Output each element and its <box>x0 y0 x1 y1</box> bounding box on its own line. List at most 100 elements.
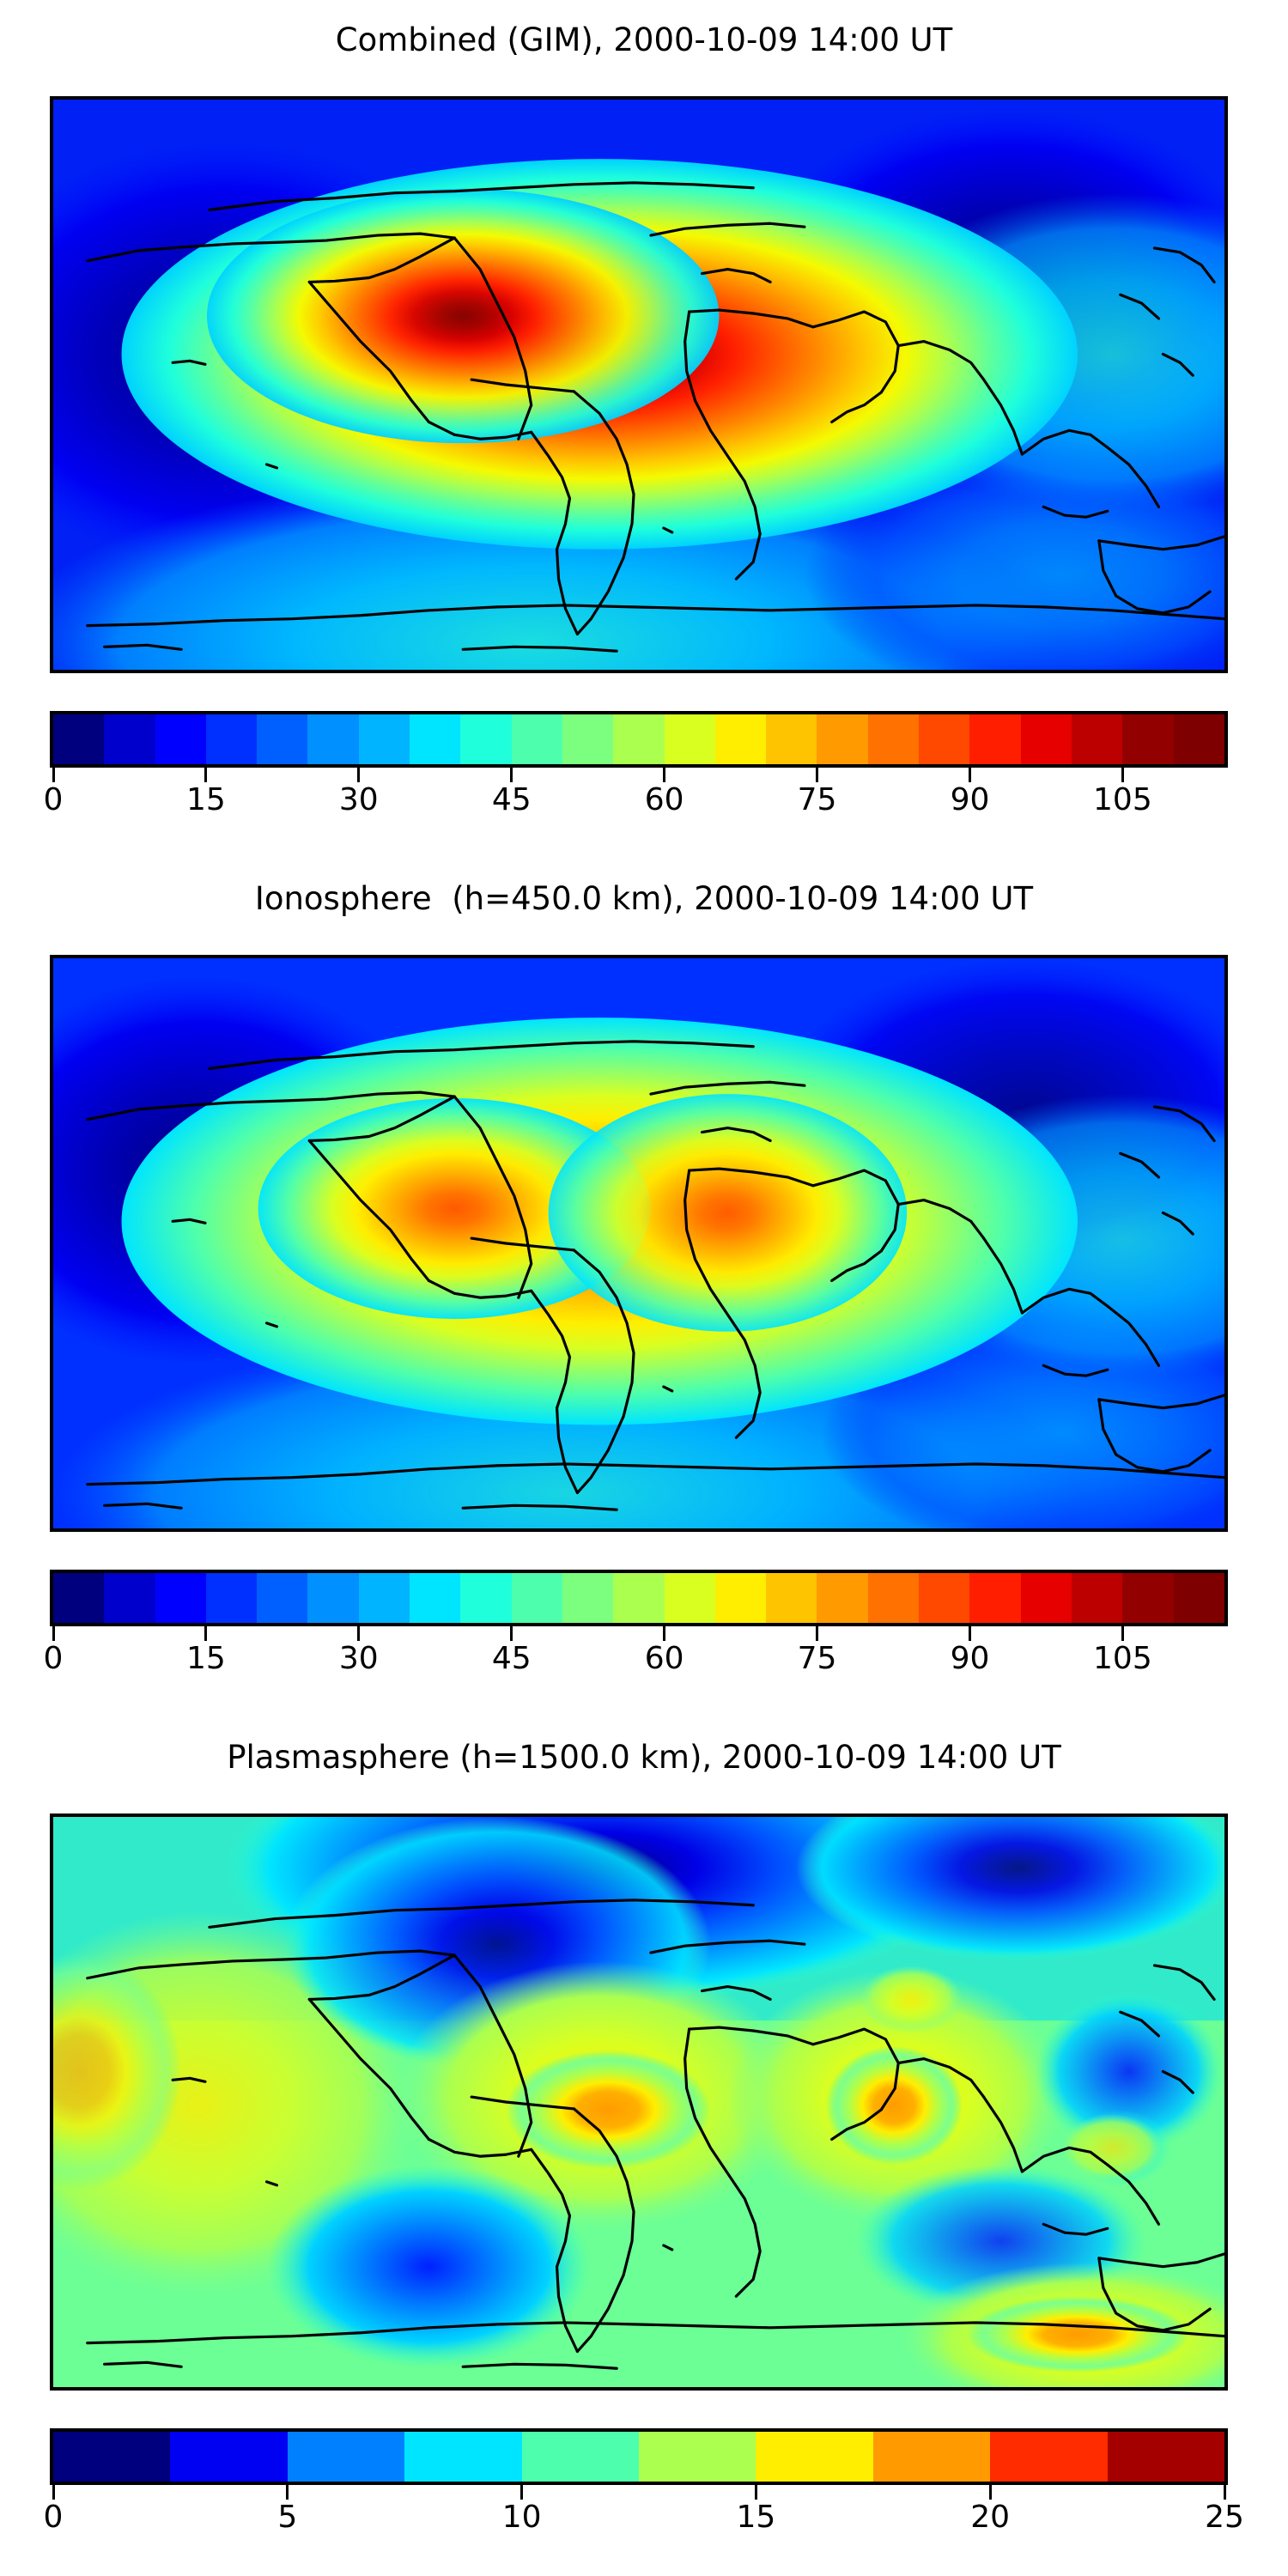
colorbar-band <box>1122 1573 1174 1623</box>
colorbar-band <box>562 1573 614 1623</box>
colorbar-band <box>867 714 920 764</box>
colorbar-band <box>358 714 410 764</box>
colorbar-gradient-ionosphere <box>50 1570 1228 1626</box>
colorbar-tick-label: 5 <box>277 2500 298 2535</box>
colorbar-tick-label: 0 <box>43 1641 64 1676</box>
colorbar-band <box>170 2432 288 2482</box>
colorbar-tick-label: 45 <box>491 1641 532 1676</box>
colorbar-band <box>104 1573 155 1623</box>
colorbar-tick-label: 20 <box>970 2500 1011 2535</box>
colorbar-band <box>817 1573 868 1623</box>
colorbar-band <box>1071 714 1123 764</box>
colorbar-combined-gim: 0 15 30 45 60 75 90 105 <box>44 711 1228 828</box>
colorbar-tick <box>1121 1626 1124 1641</box>
colorbar-tick-label: 105 <box>1093 782 1152 817</box>
colorbar-band <box>872 2432 991 2482</box>
colorbar-band <box>460 714 512 764</box>
colorbar-band <box>410 1573 461 1623</box>
colorbar-tick <box>510 768 513 782</box>
colorbar-tick <box>204 768 208 782</box>
colorbar-band <box>1173 714 1224 764</box>
colorbar-tick-label: 30 <box>338 1641 379 1676</box>
colorbar-band <box>155 714 206 764</box>
colorbar-tick-label: 0 <box>43 782 64 817</box>
colorbar-band <box>1020 1573 1072 1623</box>
colorbar-band <box>104 714 155 764</box>
colorbar-band <box>287 2432 405 2482</box>
colorbar-band <box>969 1573 1021 1623</box>
colorbar-tick <box>663 1626 666 1641</box>
colorbar-tick <box>1223 2485 1226 2500</box>
colorbar-tick <box>357 1626 361 1641</box>
colorbar-band <box>307 1573 359 1623</box>
colorbar-band <box>867 1573 920 1623</box>
map-canvas-plasmasphere <box>53 1817 1224 2387</box>
colorbar-tick-label: 25 <box>1205 2500 1244 2535</box>
colorbar-band <box>969 714 1021 764</box>
panel-title-ionosphere: Ionosphere (h=450.0 km), 2000-10-09 14:0… <box>254 880 1034 917</box>
colorbar-band <box>307 714 359 764</box>
colorbar-tick-label: 15 <box>186 1641 226 1676</box>
colorbar-band <box>410 714 461 764</box>
colorbar-ionosphere: 0 15 30 45 60 75 90 105 <box>44 1570 1228 1686</box>
coastlines-ionosphere <box>86 1040 1224 1511</box>
colorbar-band <box>257 714 308 764</box>
colorbar-tick-label: 105 <box>1093 1641 1152 1676</box>
colorbar-axis-plasmasphere: 0 5 10 15 20 25 <box>44 2485 1244 2545</box>
colorbar-band <box>257 1573 308 1623</box>
colorbar-tick <box>1121 768 1124 782</box>
colorbar-axis-ionosphere: 0 15 30 45 60 75 90 105 <box>44 1626 1228 1686</box>
colorbar-band <box>404 2432 522 2482</box>
colorbar-band <box>919 1573 970 1623</box>
colorbar-gradient-combined-gim <box>50 711 1228 768</box>
colorbar-plasmasphere: 0 5 10 15 20 25 <box>44 2428 1244 2545</box>
colorbar-band <box>1107 2432 1224 2482</box>
colorbar-tick <box>520 2485 524 2500</box>
colorbar-band <box>511 714 562 764</box>
colorbar-band <box>664 1573 715 1623</box>
panel-title-plasmasphere: Plasmasphere (h=1500.0 km), 2000-10-09 1… <box>227 1739 1061 1776</box>
colorbar-band <box>1071 1573 1123 1623</box>
colorbar-tick <box>816 768 819 782</box>
map-canvas-combined-gim <box>53 100 1224 670</box>
coastlines-combined-gim <box>86 181 1224 653</box>
colorbar-tick <box>52 1626 55 1641</box>
colorbar-band <box>1173 1573 1224 1623</box>
map-plasmasphere <box>50 1814 1228 2391</box>
colorbar-band <box>205 714 258 764</box>
colorbar-band <box>990 2432 1108 2482</box>
colorbar-tick <box>510 1626 513 1641</box>
colorbar-tick <box>988 2485 992 2500</box>
colorbar-tick <box>968 768 971 782</box>
colorbar-tick-label: 10 <box>501 2500 542 2535</box>
colorbar-tick-label: 60 <box>644 782 684 817</box>
colorbar-band <box>562 714 614 764</box>
colorbar-tick-label: 75 <box>797 782 837 817</box>
colorbar-tick-label: 45 <box>491 782 532 817</box>
colorbar-tick <box>754 2485 757 2500</box>
colorbar-tick <box>816 1626 819 1641</box>
colorbar-band <box>53 1573 105 1623</box>
colorbar-tick <box>204 1626 208 1641</box>
colorbar-band <box>155 1573 206 1623</box>
colorbar-band <box>613 714 665 764</box>
colorbar-axis-combined-gim: 0 15 30 45 60 75 90 105 <box>44 768 1228 828</box>
colorbar-gradient-plasmasphere <box>50 2428 1228 2485</box>
colorbar-tick <box>357 768 361 782</box>
colorbar-band <box>756 2432 873 2482</box>
colorbar-band <box>639 2432 756 2482</box>
colorbar-band <box>817 714 868 764</box>
colorbar-tick-label: 0 <box>43 2500 64 2535</box>
map-combined-gim <box>50 96 1228 673</box>
panel-title-combined-gim: Combined (GIM), 2000-10-09 14:00 UT <box>335 21 953 58</box>
colorbar-tick <box>663 768 666 782</box>
colorbar-band <box>1020 714 1072 764</box>
colorbar-band <box>613 1573 665 1623</box>
colorbar-tick-label: 30 <box>338 782 379 817</box>
colorbar-band <box>919 714 970 764</box>
colorbar-tick-label: 15 <box>186 782 226 817</box>
colorbar-band <box>358 1573 410 1623</box>
colorbar-band <box>664 714 715 764</box>
colorbar-band <box>53 714 105 764</box>
